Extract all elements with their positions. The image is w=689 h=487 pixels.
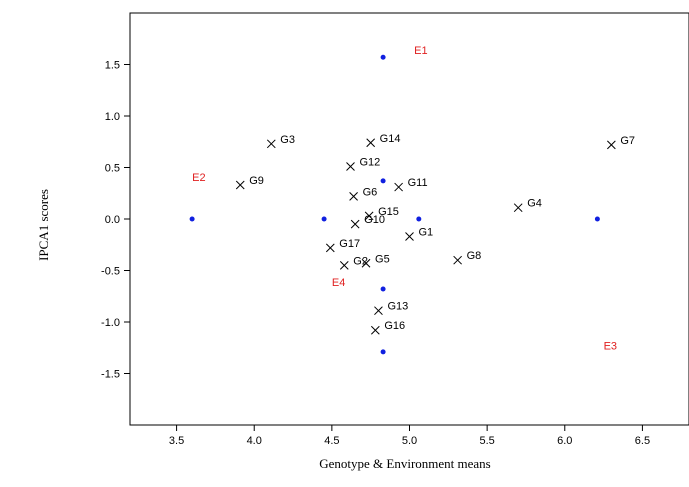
x-tick-label: 5.5	[479, 435, 494, 447]
genotype-marker	[349, 191, 358, 201]
genotype-label: G1	[419, 227, 434, 239]
environment-label: E4	[332, 277, 345, 289]
genotype-marker	[364, 211, 374, 221]
genotype-marker	[607, 140, 616, 150]
genotype-label: G10	[364, 214, 385, 226]
environment-label: E2	[192, 172, 205, 184]
y-tick-label: 1.5	[105, 60, 120, 72]
environment-point	[594, 216, 600, 222]
x-tick-label: 6.5	[635, 435, 650, 447]
genotype-marker	[453, 255, 462, 265]
environment-point	[380, 286, 386, 292]
genotype-label: G17	[339, 238, 360, 250]
genotype-label: G14	[380, 133, 401, 145]
axis-point	[380, 349, 386, 355]
genotype-label: G7	[620, 135, 635, 147]
genotype-marker	[350, 219, 360, 229]
x-tick-label: 4.0	[247, 435, 262, 447]
genotype-label: G3	[280, 134, 295, 146]
genotype-marker	[361, 258, 371, 268]
x-tick-label: 4.5	[324, 435, 339, 447]
genotype-label: G13	[387, 301, 408, 313]
y-tick-label: -1.0	[101, 317, 120, 329]
genotype-marker	[346, 162, 355, 171]
axis-point	[321, 216, 327, 222]
axis-point	[416, 216, 422, 222]
genotype-label: G2	[353, 255, 368, 267]
x-axis-label: Genotype & Environment means	[319, 456, 491, 471]
genotype-label: G11	[408, 177, 428, 189]
y-tick-label: -1.5	[101, 369, 120, 381]
genotype-marker	[513, 203, 523, 213]
environment-label: E3	[604, 341, 617, 353]
plot-frame	[129, 12, 689, 426]
genotype-label: G6	[363, 186, 378, 198]
genotype-marker	[339, 260, 349, 270]
genotype-marker	[366, 138, 376, 148]
genotype-marker	[374, 306, 383, 316]
axis-point	[380, 178, 386, 184]
y-axis-label: IPCA1 scores	[36, 189, 51, 261]
x-tick-label: 3.5	[169, 435, 184, 447]
genotype-label: G15	[378, 206, 399, 218]
genotype-marker	[266, 139, 276, 149]
genotype-label: G4	[527, 198, 542, 210]
genotype-label: G9	[249, 175, 264, 187]
environment-label: E1	[414, 45, 427, 57]
genotype-label: G12	[359, 156, 380, 168]
x-tick-label: 5.0	[402, 435, 417, 447]
genotype-marker	[235, 180, 245, 190]
environment-point	[189, 216, 195, 222]
genotype-marker	[394, 182, 403, 192]
genotype-marker	[405, 232, 414, 241]
y-tick-label: -0.5	[101, 266, 120, 278]
y-tick-label: 1.0	[105, 111, 120, 123]
y-tick-label: 0.5	[105, 163, 120, 175]
genotype-marker	[325, 243, 335, 253]
genotype-label: G5	[375, 253, 390, 265]
x-tick-label: 6.0	[557, 435, 572, 447]
genotype-label: G8	[467, 250, 482, 262]
genotype-marker	[370, 325, 380, 335]
y-tick-label: 0.0	[105, 214, 120, 226]
genotype-label: G16	[384, 320, 405, 332]
environment-point	[380, 54, 386, 60]
